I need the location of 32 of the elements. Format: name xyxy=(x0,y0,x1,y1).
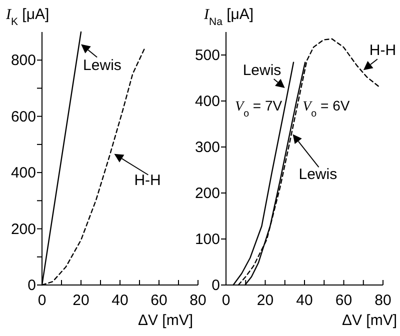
x-tick-label: 80 xyxy=(190,292,206,309)
x-tick-label: 0 xyxy=(38,292,46,309)
x-tick-label: 0 xyxy=(222,292,230,309)
y-tick-label: 400 xyxy=(194,93,220,110)
y-tick-label: 300 xyxy=(194,139,220,156)
annotation: H-H xyxy=(369,42,396,60)
x-tick-label: 80 xyxy=(374,292,392,309)
y-tick-label: 200 xyxy=(10,220,36,238)
x-tick-label: 60 xyxy=(150,292,168,309)
y-axis-title: I$_{Na}$ [μA] xyxy=(203,6,254,28)
y-tick-label: 800 xyxy=(10,52,36,70)
annotation: H-H xyxy=(134,172,161,189)
y-tick-label: 0 xyxy=(28,277,36,294)
y-tick-label: 100 xyxy=(194,231,220,248)
y-axis-title: I$_{K}$ [μA] xyxy=(5,6,50,28)
series-label: V$_{o}$ = 6V xyxy=(302,98,350,120)
y-tick-label: 200 xyxy=(194,185,220,202)
x-axis-title: ΔV [mV] xyxy=(138,312,193,329)
x-tick-label: 40 xyxy=(112,292,128,309)
annotation: Lewis xyxy=(242,62,282,80)
x-axis-title: ΔV [mV] xyxy=(342,312,397,329)
annotation: Lewis xyxy=(298,166,338,184)
x-tick-label: 20 xyxy=(72,292,90,309)
y-tick-label: 500 xyxy=(194,47,220,64)
y-tick-label: 600 xyxy=(10,108,36,126)
annotation: Lewis xyxy=(83,57,122,74)
x-tick-label: 40 xyxy=(296,292,313,309)
y-tick-label: 0 xyxy=(212,277,220,294)
x-tick-label: 60 xyxy=(335,292,352,309)
x-tick-label: 20 xyxy=(256,292,274,309)
legend-label: V$_{o}$ = 7V xyxy=(235,98,283,120)
y-tick-label: 400 xyxy=(10,164,36,182)
